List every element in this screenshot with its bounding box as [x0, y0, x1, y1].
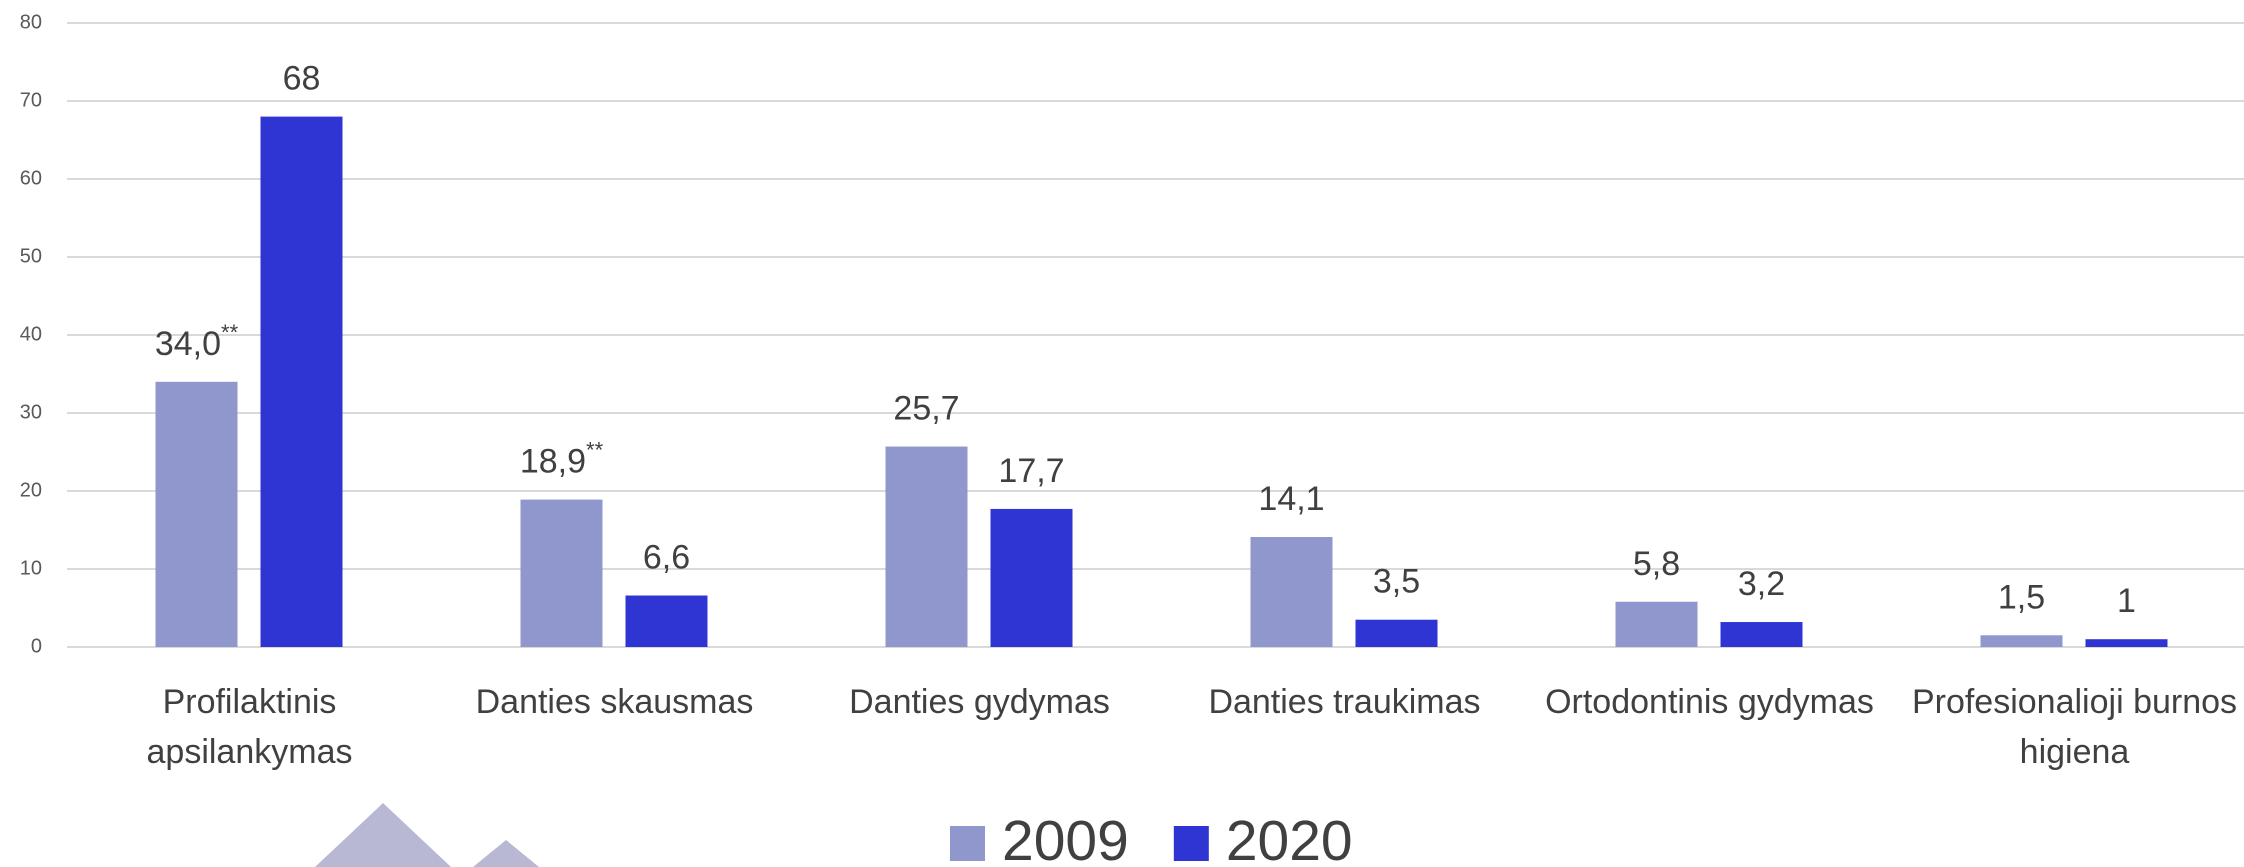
- data-label-text: 34,0: [155, 325, 221, 363]
- logo-shape: [473, 840, 539, 867]
- bar: [885, 446, 968, 647]
- data-label-text: 3,2: [1738, 565, 1785, 603]
- x-tick-label: Danties skausmas: [475, 683, 754, 721]
- bar: [1250, 537, 1333, 647]
- data-label-text: 1,5: [1998, 578, 2045, 616]
- data-label-superscript: **: [221, 320, 239, 345]
- bar: [1355, 619, 1438, 647]
- x-tick-label: Profesionalioji burnos higiena: [1911, 683, 2238, 771]
- data-label: 3,2: [1738, 565, 1785, 603]
- bar: [2085, 639, 2168, 647]
- data-label: 68: [283, 60, 321, 98]
- y-tick-label: 20: [20, 479, 42, 501]
- legend-swatch: [950, 826, 985, 861]
- bar: [260, 116, 343, 648]
- legend-swatch: [1173, 826, 1209, 861]
- data-label: 34,0**: [155, 320, 239, 363]
- data-label-text: 6,6: [643, 539, 690, 577]
- x-tick-label: Profilaktinis apsilankymas: [146, 683, 353, 771]
- bar: [520, 499, 603, 647]
- bar: [1980, 635, 2063, 647]
- data-label: 1,5: [1998, 578, 2045, 616]
- data-label: 25,7: [893, 390, 959, 428]
- y-tick-label: 10: [20, 557, 42, 579]
- legend-label: 2009: [1002, 809, 1129, 867]
- x-tick-label: Danties traukimas: [1208, 683, 1481, 721]
- data-label-superscript: **: [586, 437, 604, 462]
- legend-label: 2020: [1226, 809, 1353, 867]
- data-label-text: 14,1: [1258, 480, 1324, 518]
- y-tick-label: 50: [20, 245, 42, 267]
- data-label-text: 17,7: [998, 452, 1064, 490]
- x-tick-label: Danties gydymas: [849, 683, 1110, 721]
- y-tick-label: 30: [20, 401, 42, 423]
- data-label: 14,1: [1258, 480, 1324, 518]
- data-label-text: 3,5: [1373, 563, 1420, 601]
- data-label: 6,6: [643, 539, 690, 577]
- data-label-text: 1: [2117, 582, 2136, 620]
- data-label: 1: [2117, 582, 2136, 620]
- x-tick-label: Ortodontinis gydymas: [1545, 683, 1874, 721]
- bar: [1720, 622, 1803, 647]
- data-label: 17,7: [998, 452, 1064, 490]
- bar: [625, 595, 708, 647]
- data-label: 5,8: [1633, 545, 1680, 583]
- data-label-text: 18,9: [520, 443, 586, 481]
- data-label: 3,5: [1373, 563, 1420, 601]
- y-tick-label: 60: [20, 167, 42, 189]
- logo-shape: [315, 803, 451, 867]
- y-tick-label: 0: [31, 635, 42, 657]
- data-label: 18,9**: [520, 437, 604, 480]
- y-tick-label: 40: [20, 323, 42, 345]
- bar: [1615, 601, 1698, 647]
- data-label-text: 68: [283, 60, 321, 98]
- y-tick-label: 70: [20, 89, 42, 111]
- y-tick-label: 80: [20, 11, 42, 33]
- bar: [155, 381, 238, 647]
- data-label-text: 5,8: [1633, 545, 1680, 583]
- data-label-text: 25,7: [893, 390, 959, 428]
- bar: [990, 508, 1073, 647]
